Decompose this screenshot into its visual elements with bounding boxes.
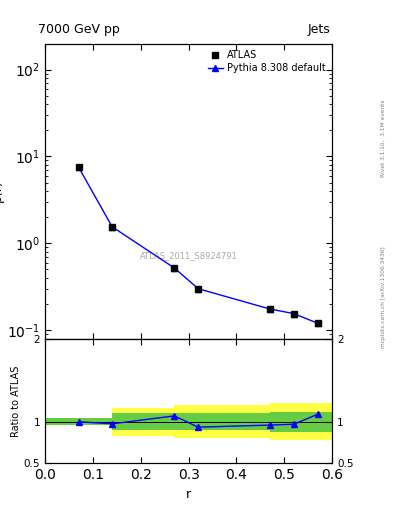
Pythia 8.308 default	[110, 224, 114, 230]
ATLAS	[292, 311, 296, 317]
ATLAS	[110, 224, 114, 230]
Y-axis label: Ratio to ATLAS: Ratio to ATLAS	[11, 365, 21, 437]
Pythia 8.308 default	[76, 164, 81, 170]
Text: Jets: Jets	[307, 23, 330, 36]
Legend: ATLAS, Pythia 8.308 default: ATLAS, Pythia 8.308 default	[206, 48, 327, 75]
Pythia 8.308 default	[268, 306, 272, 312]
Y-axis label: ρ(r): ρ(r)	[0, 180, 4, 202]
Pythia 8.308 default	[292, 311, 296, 317]
ATLAS	[196, 286, 200, 292]
Pythia 8.308 default	[315, 320, 320, 326]
Pythia 8.308 default	[196, 286, 200, 292]
ATLAS	[268, 306, 272, 312]
Line: ATLAS: ATLAS	[75, 164, 321, 326]
Line: Pythia 8.308 default: Pythia 8.308 default	[75, 164, 321, 326]
ATLAS	[315, 320, 320, 326]
Pythia 8.308 default	[172, 265, 177, 271]
ATLAS	[172, 265, 177, 271]
ATLAS	[76, 164, 81, 170]
Text: ATLAS_2011_S8924791: ATLAS_2011_S8924791	[140, 251, 237, 261]
Text: 7000 GeV pp: 7000 GeV pp	[38, 23, 119, 36]
X-axis label: r: r	[186, 488, 191, 501]
Text: Rivet 3.1.10,  3.1M events: Rivet 3.1.10, 3.1M events	[381, 99, 386, 177]
Text: mcplots.cern.ch [arXiv:1306.3436]: mcplots.cern.ch [arXiv:1306.3436]	[381, 246, 386, 348]
